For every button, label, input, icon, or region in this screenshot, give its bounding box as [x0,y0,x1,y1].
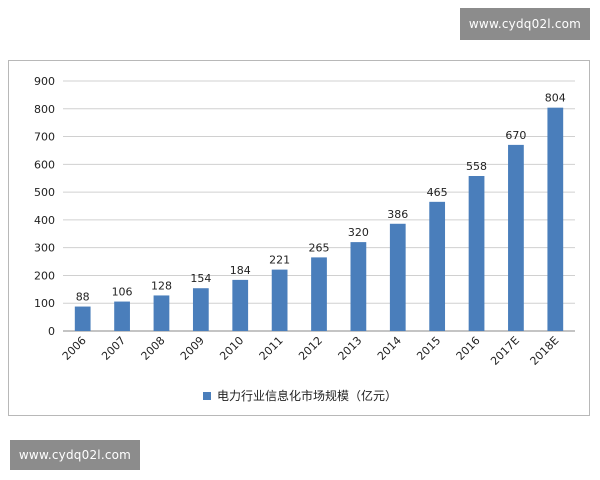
y-tick-label: 0 [48,325,55,338]
y-tick-label: 500 [34,186,55,199]
y-tick-label: 800 [34,103,55,116]
data-label: 386 [387,208,408,221]
x-tick-label: 2014 [375,334,404,363]
bar [74,306,91,331]
bar [311,257,327,331]
bar [350,242,367,331]
y-tick-label: 700 [34,131,55,144]
data-label: 88 [76,291,90,304]
x-tick-label: 2011 [257,334,286,363]
bar [389,223,406,331]
data-label: 465 [427,186,448,199]
data-label: 221 [269,254,290,267]
legend-label: 电力行业信息化市场规模（亿元） [217,388,397,403]
x-tick-label: 2006 [60,334,89,363]
y-tick-label: 400 [34,214,55,227]
x-tick-label: 2013 [336,334,365,363]
data-label: 265 [309,241,330,254]
y-tick-label: 900 [34,75,55,88]
legend-swatch [203,392,211,400]
data-label: 670 [505,129,526,142]
bar [508,144,524,331]
data-label: 558 [466,160,487,173]
watermark-bottom: www.cydq02l.com [10,440,140,470]
x-tick-label: 2018E [528,334,562,368]
bar [192,288,209,331]
bar [232,279,249,331]
data-label: 128 [151,279,172,292]
data-label: 320 [348,226,369,239]
x-tick-label: 2010 [217,334,246,363]
x-tick-label: 2012 [296,334,325,363]
x-tick-label: 2017E [488,334,522,368]
watermark-top: www.cydq02l.com [460,8,590,40]
x-tick-label: 2007 [99,334,128,363]
bar [153,295,170,331]
chart-frame [8,60,590,416]
y-tick-label: 600 [34,158,55,171]
x-tick-label: 2016 [454,334,483,363]
bar [468,176,485,331]
y-tick-label: 200 [34,269,55,282]
bar [547,107,564,332]
data-label: 154 [190,272,211,285]
data-label: 184 [230,264,251,277]
y-tick-label: 100 [34,297,55,310]
bar [114,301,130,331]
data-label: 106 [112,286,133,299]
y-tick-label: 300 [34,242,55,255]
x-tick-label: 2008 [139,334,168,363]
data-label: 804 [545,92,566,105]
bar [271,269,288,331]
bar [429,201,446,331]
x-tick-label: 2009 [178,334,207,363]
x-tick-label: 2015 [414,334,443,363]
